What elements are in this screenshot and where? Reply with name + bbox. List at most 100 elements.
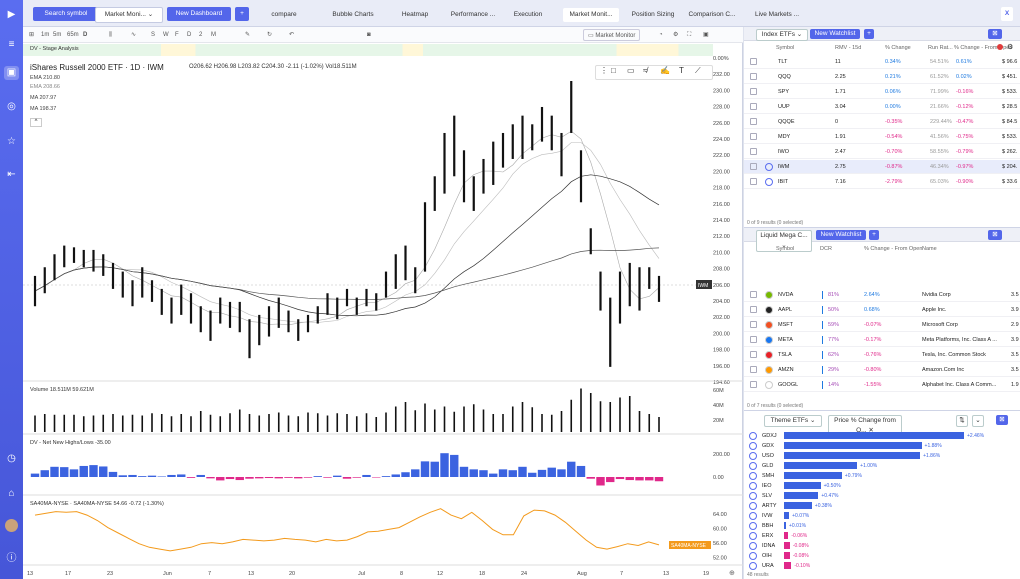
row-checkbox[interactable] [750, 148, 757, 155]
avatar[interactable] [5, 519, 18, 532]
folder-icon[interactable]: ⇤ [7, 169, 16, 180]
camera-icon[interactable]: ◙ [367, 32, 371, 38]
theme-row[interactable]: GDXJ +2.46% [744, 431, 1020, 441]
layout-select[interactable]: Market Moni... ⌄ [95, 7, 163, 23]
alert-icon[interactable]: ◔ [659, 32, 663, 38]
theme-row[interactable]: GDX +1.88% [744, 441, 1020, 451]
theme-row[interactable]: ARTY +0.38% [744, 501, 1020, 511]
tab-compare[interactable]: compare [271, 11, 297, 18]
refresh-icon[interactable]: ↻ [267, 32, 273, 38]
row-checkbox[interactable] [750, 306, 757, 313]
mega-col-symbol[interactable]: Symbol [776, 246, 795, 252]
clock-icon[interactable]: ◷ [7, 453, 16, 464]
scanner-icon[interactable]: ◎ [7, 101, 16, 112]
table-row[interactable]: QQQ 2.25 0.21% 61.52% 0.02% $ 451. [744, 70, 1020, 84]
mega-add-watchlist-icon[interactable]: + [869, 230, 879, 240]
theme-filter-icon[interactable]: ⌄ [972, 415, 984, 427]
camera-snap-icon[interactable]: ▣ [703, 32, 709, 38]
draw-d[interactable]: D [187, 32, 192, 38]
table-settings-icon[interactable]: ⚙ [1007, 44, 1014, 51]
watchlist-star-icon[interactable]: ☆ [7, 136, 16, 147]
settings-icon[interactable]: ⚙ [673, 32, 679, 38]
table-row[interactable]: AAPL 50% 0.68% Apple Inc. 3.9 [744, 303, 1020, 317]
fib-tool-icon[interactable]: ≉ [643, 66, 648, 75]
symbol-icon[interactable]: ⊞ [29, 32, 35, 38]
row-checkbox[interactable] [750, 178, 757, 185]
row-checkbox[interactable] [750, 163, 757, 170]
theme-sort-dir-icon[interactable]: ⇅ [956, 415, 968, 427]
table-row[interactable]: SPY 1.71 0.06% 71.99% -0.16% $ 533. [744, 85, 1020, 99]
theme-row[interactable]: URA -0.10% [744, 561, 1020, 571]
new-dashboard-button[interactable]: New Dashboard [167, 7, 231, 21]
graduation-icon[interactable]: ⌂ [8, 488, 15, 499]
theme-select[interactable]: Theme ETFs ⌄ [764, 415, 822, 427]
mega-new-watchlist-button[interactable]: New Watchlist [816, 230, 866, 240]
mega-sync-icon[interactable]: ⊠ [988, 230, 1002, 240]
sync-icon[interactable]: ⊠ [988, 29, 1002, 39]
theme-row[interactable]: IDNA -0.08% [744, 541, 1020, 551]
play-icon[interactable] [749, 512, 757, 520]
fullscreen-icon[interactable]: ⛶ [687, 32, 692, 38]
draw-f[interactable]: F [175, 32, 179, 38]
table-row[interactable]: QQQE 0 -0.35% 229.44% -0.47% $ 84.5 [744, 115, 1020, 129]
table-row[interactable]: NVDA 81% 2.64% Nvidia Corp 3.5 [744, 288, 1020, 302]
play-icon[interactable] [749, 442, 757, 450]
row-checkbox[interactable] [750, 133, 757, 140]
table-row[interactable]: IBIT 7.16 -2.79% 65.03% -0.90% $ 33.6 [744, 175, 1020, 189]
table-row[interactable]: AMZN 29% -0.80% Amazon.Com Inc 3.5 [744, 363, 1020, 377]
tab-performance[interactable]: Performance ... [450, 11, 496, 18]
tab-comparison[interactable]: Comparison C... [688, 11, 736, 18]
mega-watchlist-select[interactable]: Liquid Mega C... ⌄ [756, 230, 812, 252]
table-row[interactable]: META 77% -0.17% Meta Platforms, Inc. Cla… [744, 333, 1020, 347]
play-icon[interactable] [749, 432, 757, 440]
collapse-legend-icon[interactable]: ^ [30, 118, 42, 127]
layout-name-field[interactable]: ▭ Market Monitor [583, 29, 641, 41]
draw-2[interactable]: 2 [199, 32, 203, 38]
search-symbol-button[interactable]: Search symbol [33, 7, 99, 21]
brush-tool-icon[interactable]: ✍ [660, 66, 670, 75]
table-row[interactable]: IWM 2.75 -0.87% 46.34% -0.97% $ 204. [744, 160, 1020, 174]
play-icon[interactable] [765, 163, 773, 171]
play-icon[interactable] [749, 522, 757, 530]
note-tool-icon[interactable]: ▭ [627, 66, 635, 75]
new-watchlist-button[interactable]: New Watchlist [810, 29, 860, 39]
row-checkbox[interactable] [750, 321, 757, 328]
theme-row[interactable]: BBH +0.01% [744, 521, 1020, 531]
undo-icon[interactable]: ↶ [289, 32, 295, 38]
play-icon[interactable] [749, 482, 757, 490]
watchlist-select[interactable]: Index ETFs ⌄ [756, 29, 808, 41]
play-icon[interactable] [749, 502, 757, 510]
line-tool-icon[interactable]: ⟋ [695, 66, 701, 75]
play-icon[interactable] [749, 562, 757, 570]
table-row[interactable]: GOOGL 14% -1.55% Alphabet Inc. Class A C… [744, 378, 1020, 392]
add-watchlist-icon[interactable]: + [864, 29, 874, 39]
candle-icon[interactable]: ⫼ [109, 32, 112, 38]
play-icon[interactable] [765, 178, 773, 186]
interval-d[interactable]: D [83, 32, 88, 38]
mega-col-name[interactable]: Name [922, 246, 937, 252]
row-checkbox[interactable] [750, 351, 757, 358]
drag-handle-icon[interactable]: ⋮ [600, 66, 608, 75]
play-icon[interactable] [749, 552, 757, 560]
col-change[interactable]: % Change [885, 45, 911, 51]
col-rmv[interactable]: RMV - 15d [835, 45, 862, 51]
theme-row[interactable]: OIH -0.08% [744, 551, 1020, 561]
tab-market-monitor[interactable]: Market Monit... [563, 8, 619, 22]
rect-tool-icon[interactable]: □ [611, 66, 616, 75]
menu-icon[interactable]: ≡ [8, 39, 15, 50]
col-symbol[interactable]: Symbol [776, 45, 795, 51]
theme-sync-icon[interactable]: ⊠ [996, 415, 1008, 425]
add-tab-button[interactable]: + [235, 7, 249, 21]
row-checkbox[interactable] [750, 88, 757, 95]
indicator-icon[interactable]: ∿ [131, 32, 137, 38]
charts-icon[interactable]: ▣ [4, 66, 19, 80]
tab-bubble-charts[interactable]: Bubble Charts [332, 11, 374, 18]
row-checkbox[interactable] [750, 291, 757, 298]
interval-5m[interactable]: 5m [53, 32, 62, 38]
text-tool-icon[interactable]: T [679, 66, 684, 75]
table-row[interactable]: IWO 2.47 -0.70% 58.55% -0.79% $ 262. [744, 145, 1020, 159]
row-checkbox[interactable] [750, 73, 757, 80]
col-run-rate[interactable]: Run Rat... [928, 45, 953, 51]
play-icon[interactable] [749, 472, 757, 480]
row-checkbox[interactable] [750, 336, 757, 343]
